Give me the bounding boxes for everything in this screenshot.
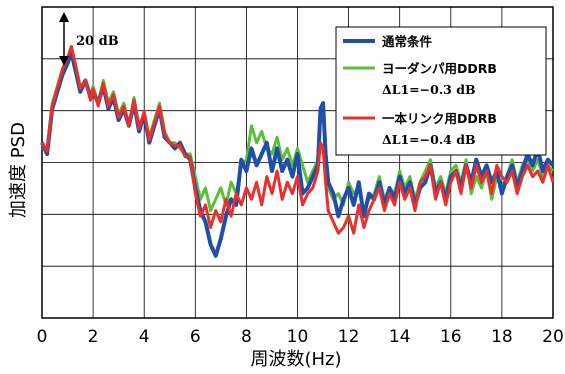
legend-note-yaw: ΔL1=−0.3 dB [382,82,476,97]
legend-label-link: 一本リンク用DDRB [382,111,497,126]
series-layer [40,45,555,258]
x-tick-label: 0 [37,327,48,347]
legend-label-normal: 通常条件 [382,34,433,49]
x-tick-labels: 0 2 4 6 8 10 12 14 16 18 20 [37,327,564,347]
x-tick-label: 4 [139,327,150,347]
x-tick-label: 14 [389,327,411,347]
legend-box [335,26,547,156]
series-line-2 [40,45,555,235]
x-tick-label: 8 [241,327,252,347]
legend-label-yaw: ヨーダンパ用DDRB [382,61,497,76]
scale-label: 20 dB [76,34,119,49]
x-axis-label: 周波数(Hz) [250,349,341,370]
y-axis-label: 加速度 PSD [8,122,29,218]
x-tick-label: 18 [491,327,513,347]
scale-annotation: 20 dB [59,12,119,66]
x-tick-label: 6 [190,327,201,347]
x-tick-label: 2 [88,327,99,347]
x-tick-label: 12 [338,327,360,347]
x-tick-label: 16 [440,327,462,347]
scale-arrow-down [59,56,69,66]
x-tick-label: 10 [287,327,309,347]
legend: 通常条件 ヨーダンパ用DDRB ΔL1=−0.3 dB 一本リンク用DDRB Δ… [335,26,547,156]
x-tick-label: 20 [542,327,564,347]
legend-note-link: ΔL1=−0.4 dB [382,132,476,147]
scale-arrow-up [59,12,69,22]
